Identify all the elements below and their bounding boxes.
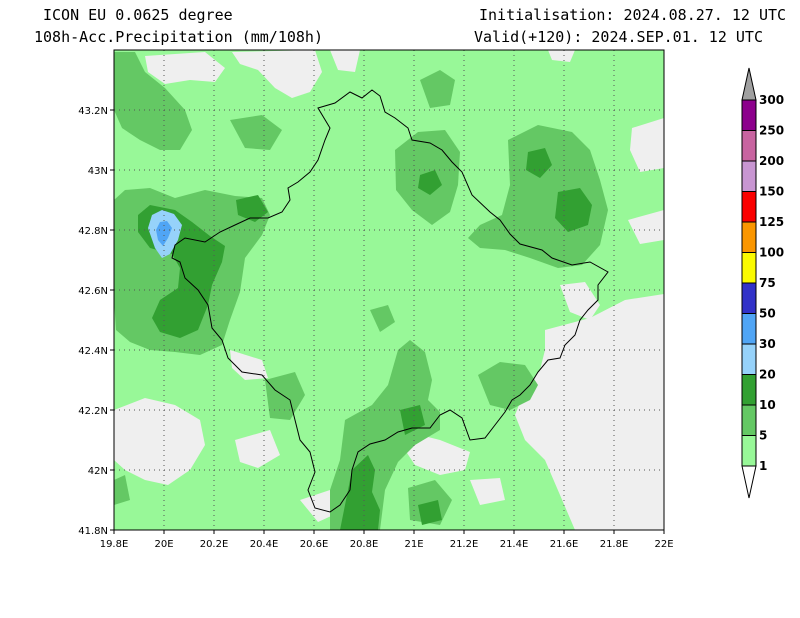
- colorbar-segment: [741, 374, 757, 406]
- valid-time: Valid(+120): 2024.SEP.01. 12 UTC: [474, 28, 763, 46]
- lon-tick-label: 21.2E: [450, 539, 479, 550]
- no-precip-ne: [630, 118, 664, 172]
- no-precip-e2: [560, 282, 600, 320]
- colorbar-segment: [741, 99, 757, 131]
- lon-tick-label: 20.2E: [200, 539, 229, 550]
- patch-sw3: [114, 475, 130, 505]
- lon-tick-label: 20.4E: [250, 539, 279, 550]
- no-precip-n3: [548, 50, 575, 62]
- colorbar-label: 100: [759, 246, 784, 260]
- country-border: [171, 89, 609, 513]
- colorbar-segment: [741, 160, 757, 192]
- lat-tick-label: 42.8N: [78, 226, 108, 237]
- precip-colorbar: 300 250 200 150 125 100 75 50 30 20 10 5 1: [741, 67, 784, 499]
- no-precip-sw: [114, 398, 205, 485]
- colorbar-label: 5: [759, 429, 767, 443]
- lat-tick-label: 42N: [88, 466, 108, 477]
- lon-tick-label: 22E: [654, 539, 673, 550]
- colorbar-bottom-arrow: [741, 465, 757, 499]
- colorbar-label: 20: [759, 368, 776, 382]
- colorbar-segment: [741, 343, 757, 375]
- patch-nw2: [230, 115, 282, 150]
- lon-tick-label: 20.8E: [350, 539, 379, 550]
- graticule: [114, 50, 664, 530]
- lon-tick-label: 20.6E: [300, 539, 329, 550]
- colorbar-segment: [741, 191, 757, 223]
- colorbar-segment: [741, 282, 757, 314]
- lat-tick-label: 42.6N: [78, 286, 108, 297]
- patch-n-top: [420, 70, 455, 108]
- patch-se: [478, 362, 538, 410]
- colorbar-label: 50: [759, 307, 776, 321]
- model-title: ICON EU 0.0625 degree: [43, 6, 233, 24]
- no-precip-sw2: [235, 430, 280, 468]
- colorbar-label: 200: [759, 154, 784, 168]
- core-s3: [418, 500, 442, 525]
- colorbar-label: 10: [759, 398, 776, 412]
- lat-tick-label: 43N: [88, 166, 108, 177]
- band-ne: [468, 125, 608, 268]
- colorbar-label: 250: [759, 124, 784, 138]
- colorbar-label: 30: [759, 337, 776, 351]
- colorbar-label: 75: [759, 276, 776, 290]
- band-nw: [114, 52, 192, 150]
- colorbar-top-arrow: [741, 67, 757, 101]
- colorbar-segment: [741, 252, 757, 284]
- field-title: 108h-Acc.Precipitation (mm/108h): [34, 28, 323, 46]
- no-precip-w: [230, 350, 268, 380]
- no-precip-s2: [470, 478, 505, 505]
- core-south: [340, 455, 380, 530]
- latitude-tick-labels: 41.8N 42N 42.2N 42.4N 42.6N 42.8N 43N 43.2N: [78, 106, 114, 537]
- patch-w2: [265, 372, 305, 420]
- no-precip-se: [515, 294, 664, 530]
- core-ne: [526, 148, 552, 178]
- colorbar-label: 150: [759, 185, 784, 199]
- lon-tick-label: 21.6E: [550, 539, 579, 550]
- colorbar-label: 1: [759, 459, 767, 473]
- init-time: Initialisation: 2024.08.27. 12 UTC: [479, 6, 787, 24]
- lon-tick-label: 19.8E: [100, 539, 129, 550]
- colorbar-segment: [741, 313, 757, 345]
- lat-tick-label: 43.2N: [78, 106, 108, 117]
- no-precip-nw: [145, 52, 225, 84]
- colorbar-segment: [741, 130, 757, 162]
- no-precip-areas: [114, 50, 664, 530]
- no-precip-north: [232, 50, 322, 98]
- colorbar-segment: [741, 404, 757, 436]
- core-nw2: [236, 195, 268, 222]
- lat-tick-label: 41.8N: [78, 526, 108, 537]
- no-precip-east: [628, 210, 664, 244]
- lon-tick-label: 21.4E: [500, 539, 529, 550]
- colorbar-segment: [741, 435, 757, 467]
- precip-30-50: [156, 221, 172, 246]
- lon-tick-label: 21.8E: [600, 539, 629, 550]
- lat-tick-label: 42.4N: [78, 346, 108, 357]
- lon-tick-label: 20E: [154, 539, 173, 550]
- colorbar-segment: [741, 221, 757, 253]
- core-center: [418, 170, 442, 195]
- lat-tick-label: 42.2N: [78, 406, 108, 417]
- lon-tick-label: 21E: [404, 539, 423, 550]
- no-precip-n2: [330, 50, 360, 72]
- patch-mid: [370, 305, 395, 332]
- longitude-tick-labels: 19.8E 20E 20.2E 20.4E 20.6E 20.8E 21E 21.2E 21.4…: [100, 530, 674, 550]
- colorbar-label: 125: [759, 215, 784, 229]
- colorbar-label: 300: [759, 93, 784, 107]
